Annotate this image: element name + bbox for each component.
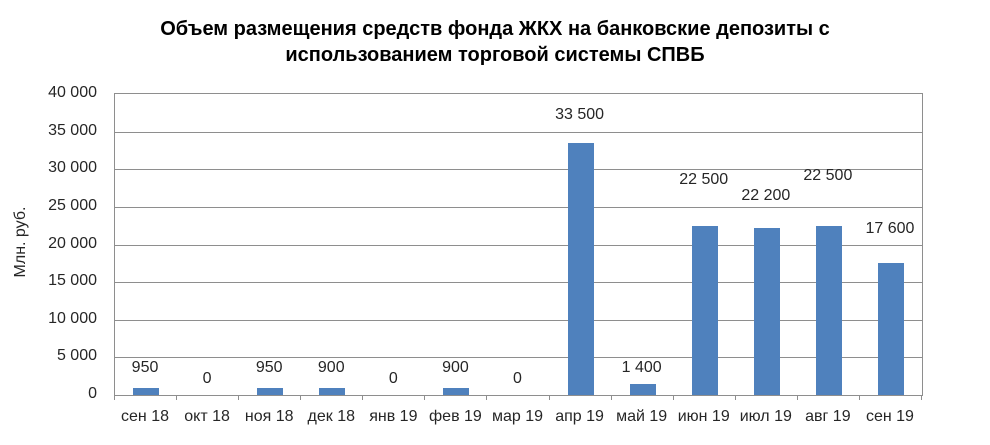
chart-title-line-1: Объем размещения средств фонда ЖКХ на ба… <box>160 18 830 40</box>
x-tick-label: сен 19 <box>865 408 914 425</box>
x-tick-mark <box>362 395 364 400</box>
bar <box>133 387 160 395</box>
gridline <box>115 244 922 246</box>
plot-area <box>114 93 923 396</box>
bar <box>567 142 594 395</box>
bar-value-label: 950 <box>131 359 159 376</box>
x-tick-mark <box>300 395 302 400</box>
bar <box>877 262 904 395</box>
gridline <box>115 357 922 359</box>
x-tick-mark <box>176 395 178 400</box>
x-tick-label: июн 19 <box>677 408 730 425</box>
x-tick-mark <box>486 395 488 400</box>
bar-value-label: 0 <box>388 370 398 387</box>
x-tick-mark <box>548 395 550 400</box>
bar-value-label: 17 600 <box>865 220 915 237</box>
bar <box>257 387 284 395</box>
x-tick-label: сен 18 <box>121 408 170 425</box>
x-tick-mark <box>114 395 115 400</box>
y-tick-label: 30 000 <box>48 159 97 177</box>
y-tick-label: 10 000 <box>48 309 97 327</box>
bar <box>319 388 346 395</box>
bar-value-label: 22 500 <box>803 167 853 184</box>
y-tick-label: 20 000 <box>48 234 97 252</box>
gridline <box>115 282 922 284</box>
bar-value-label: 1 400 <box>621 359 662 376</box>
x-tick-mark <box>734 395 736 400</box>
bar <box>691 225 718 395</box>
bar-value-label: 0 <box>202 370 212 387</box>
bar-value-label: 900 <box>317 359 345 376</box>
gridline <box>115 131 922 133</box>
x-tick-label: окт 18 <box>184 408 230 425</box>
x-tick-label: фев 19 <box>429 408 482 425</box>
x-tick-label: ноя 18 <box>244 408 294 425</box>
x-tick-label: авг 19 <box>805 408 851 425</box>
gridline <box>115 319 922 321</box>
x-tick-label: апр 19 <box>555 408 604 425</box>
y-tick-label: 25 000 <box>48 196 97 214</box>
x-tick-label: янв 19 <box>369 408 418 425</box>
bar-value-label: 22 200 <box>741 187 791 204</box>
chart-title-line-2: использованием торговой системы СПВБ <box>285 44 705 66</box>
bar <box>753 227 780 395</box>
bar <box>629 384 656 395</box>
x-tick-label: июл 19 <box>739 408 792 425</box>
x-tick-mark <box>796 395 798 400</box>
bar-value-label: 22 500 <box>679 171 729 188</box>
bar-value-label: 950 <box>255 359 283 376</box>
y-tick-label: 5 000 <box>56 347 97 365</box>
bar-value-label: 0 <box>513 370 522 387</box>
gridline <box>115 206 922 208</box>
chart-title: Объем размещения средств фонда ЖКХ на ба… <box>0 16 990 68</box>
y-tick-label: 35 000 <box>48 121 97 139</box>
x-tick-mark <box>610 395 612 400</box>
bar-value-label: 900 <box>442 359 469 376</box>
y-tick-label: 0 <box>88 385 97 402</box>
x-tick-mark <box>858 395 860 400</box>
x-tick-mark <box>424 395 426 400</box>
x-tick-label: дек 18 <box>307 408 355 425</box>
y-tick-label: 40 000 <box>48 84 97 101</box>
bar-value-label: 33 500 <box>555 106 605 123</box>
x-tick-mark <box>921 395 922 400</box>
bar <box>815 225 842 395</box>
x-tick-label: мар 19 <box>491 408 544 425</box>
y-tick-label: 15 000 <box>48 272 97 290</box>
x-tick-label: май 19 <box>616 408 668 425</box>
bar <box>443 388 470 395</box>
x-tick-mark <box>672 395 674 400</box>
x-tick-mark <box>238 395 240 400</box>
gridline <box>115 169 922 171</box>
